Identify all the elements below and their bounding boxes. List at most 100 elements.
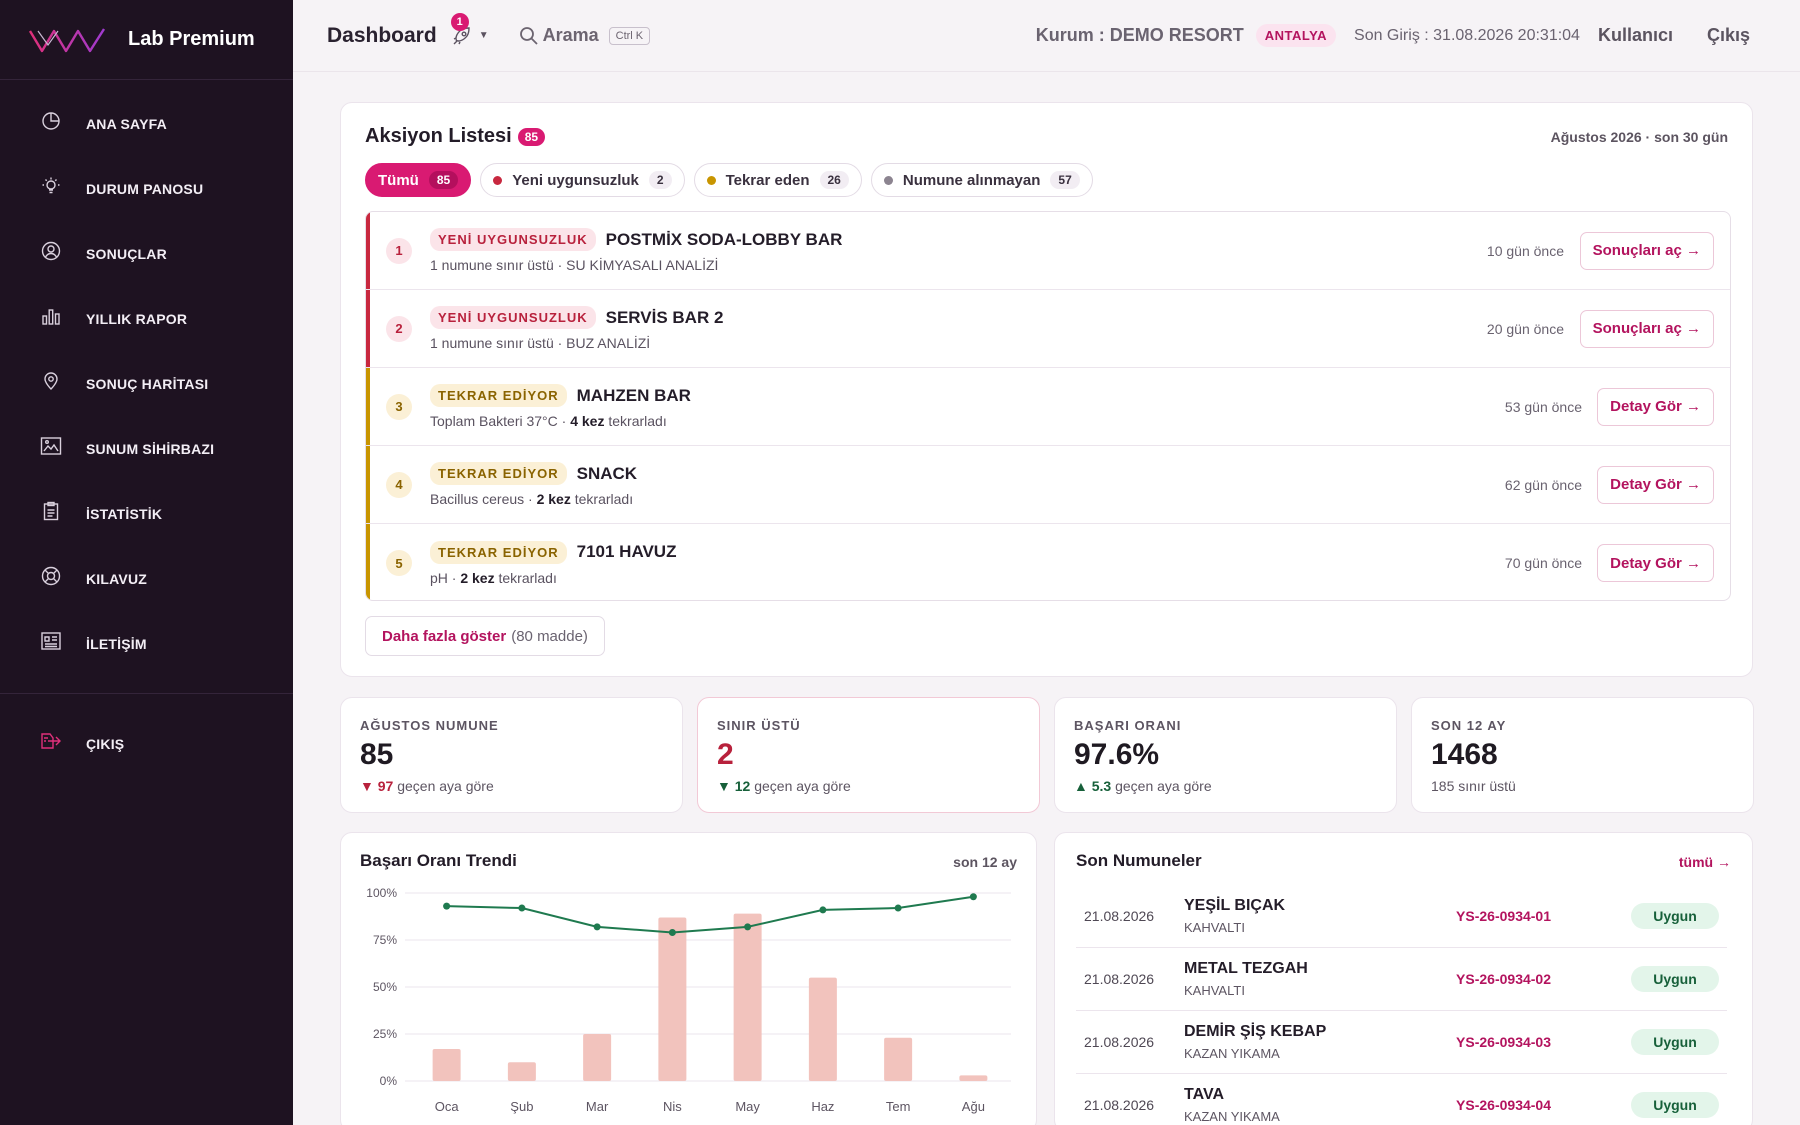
sidebar-item-sonuc-haritasi[interactable]: SONUÇ HARİTASI [0, 348, 293, 413]
sample-code-link[interactable]: YS-26-0934-04 [1456, 1097, 1551, 1113]
detail-text: tekrarladı [570, 491, 634, 507]
sample-category: KAZAN YIKAMA [1184, 1109, 1280, 1124]
sample-category: KAHVALTI [1184, 920, 1245, 935]
row-location: 7101 HAVUZ [576, 542, 677, 561]
logout-link[interactable]: Çıkış [1706, 25, 1750, 45]
kpi-label: SINIR ÜSTÜ [717, 718, 801, 733]
arrow-up-icon: ▲ [1074, 778, 1088, 794]
x-tick-label: Haz [811, 1099, 834, 1114]
view-detail-button[interactable]: Detay Gör → [1597, 544, 1714, 582]
notification-button[interactable]: 1 [450, 12, 477, 49]
arrow-down-icon: ▼ [360, 778, 374, 794]
sidebar-item-exit[interactable]: ÇIKIŞ [0, 708, 293, 773]
sidebar-nav: ANA SAYFA DURUM PANOSU SONUÇLAR YILLIK R… [0, 80, 293, 773]
row-number: 2 [386, 315, 412, 342]
brand-name: Lab Premium [128, 28, 255, 50]
filter-all[interactable]: Tümü 85 [365, 163, 472, 197]
action-list-title: Aksiyon Listesi 85 [365, 125, 546, 148]
x-tick-label: Mar [586, 1099, 609, 1114]
sample-name: TAVA [1184, 1086, 1224, 1103]
kpi-label: BAŞARI ORANI [1074, 718, 1182, 733]
sidebar-item-sunum-sihirbazi[interactable]: SUNUM SİHİRBAZI [0, 413, 293, 478]
exit-icon [40, 730, 62, 752]
kpi-label: AĞUSTOS NUMUNE [360, 718, 499, 733]
row-heading: TEKRAR EDİYOR 7101 HAVUZ [430, 540, 677, 564]
brand[interactable]: Lab Premium [0, 0, 293, 80]
filter-chips: Tümü 85 Yeni uygunsuzluk 2 Tekrar eden 2… [365, 163, 1102, 197]
brand-logo-icon [28, 27, 106, 52]
open-results-button[interactable]: Sonuçları aç → [1579, 231, 1714, 270]
sidebar-item-sonuclar[interactable]: SONUÇLAR [0, 218, 293, 283]
chevron-down-icon[interactable]: ▼ [478, 30, 489, 41]
show-more-button[interactable]: Daha fazla göster (80 madde) [365, 616, 605, 656]
arrow-down-icon: ▼ [717, 778, 731, 794]
bar-tem [884, 1037, 913, 1081]
x-tick-label: Oca [435, 1099, 460, 1114]
sidebar-item-label: İSTATİSTİK [86, 505, 163, 522]
row-location: MAHZEN BAR [576, 385, 691, 405]
sample-code-link[interactable]: YS-26-0934-01 [1456, 908, 1551, 924]
action-period: Ağustos 2026 · son 30 gün [1550, 129, 1728, 145]
action-list-card: Aksiyon Listesi 85 Ağustos 2026 · son 30… [340, 102, 1753, 677]
trend-point-şub [518, 904, 526, 912]
x-tick-label: Nis [663, 1099, 682, 1114]
sidebar-item-label: KILAVUZ [86, 570, 148, 587]
sidebar-item-label: SONUÇLAR [86, 245, 167, 262]
row-number: 4 [386, 471, 412, 498]
row-accent [366, 446, 370, 523]
user-menu[interactable]: Kullanıcı [1597, 25, 1673, 45]
row-detail: Bacillus cereus · 2 kez tekrarladı [430, 491, 637, 507]
sidebar-item-yillik-rapor[interactable]: YILLIK RAPOR [0, 283, 293, 348]
rocket-icon [453, 26, 470, 44]
list-item[interactable]: 21.08.2026 YEŞİL BIÇAK KAHVALTI YS-26-093… [1076, 885, 1727, 948]
list-item[interactable]: 21.08.2026 TAVA KAZAN YIKAMA YS-26-0934-0… [1076, 1074, 1727, 1125]
sidebar-item-istatistik[interactable]: İSTATİSTİK [0, 478, 293, 543]
search-button[interactable]: Arama Ctrl K [519, 25, 651, 46]
bar-mar [583, 1034, 612, 1081]
kpi-card-success-rate: BAŞARI ORANI 97.6% ▲ 5.3 geçen aya göre [1054, 697, 1397, 813]
detail-text: Bacillus cereus · [430, 491, 537, 507]
bar-nis [658, 917, 687, 1081]
bar-şub [507, 1062, 536, 1081]
row-ago: 10 gün önce [1486, 242, 1564, 259]
y-tick-label: 100% [366, 886, 397, 900]
open-results-button[interactable]: Sonuçları aç → [1579, 309, 1714, 348]
action-row: 2 YENİ UYGUNSUZLUK SERVİS BAR 2 1 numune… [366, 290, 1730, 368]
filter-new-nonconformity[interactable]: Yeni uygunsuzluk 2 [480, 163, 685, 197]
y-tick-label: 25% [373, 1027, 397, 1041]
y-tick-label: 0% [380, 1074, 398, 1088]
status-badge: Uygun [1631, 1029, 1719, 1055]
filter-not-sampled[interactable]: Numune alınmayan 57 [870, 163, 1093, 197]
sample-code-link[interactable]: YS-26-0934-02 [1456, 971, 1551, 987]
view-all-link[interactable]: tümü → [1678, 854, 1731, 870]
list-item[interactable]: 21.08.2026 METAL TEZGAH KAHVALTI YS-26-09… [1076, 948, 1727, 1011]
view-detail-button[interactable]: Detay Gör → [1597, 465, 1714, 504]
filter-count: 2 [648, 171, 672, 189]
show-more-label: Daha fazla göster [382, 627, 507, 645]
row-detail: 1 numune sınır üstü · SU KİMYASALI ANALİ… [430, 257, 719, 273]
sidebar-item-iletisim[interactable]: İLETİŞİM [0, 608, 293, 673]
sidebar-divider [0, 693, 293, 694]
row-ago: 53 gün önce [1504, 398, 1582, 415]
row-heading: YENİ UYGUNSUZLUK SERVİS BAR 2 [430, 306, 723, 329]
lifebuoy-icon [40, 565, 62, 587]
kpi-value: 2 [717, 738, 734, 771]
sidebar-item-label: ÇIKIŞ [86, 735, 125, 752]
sample-code-link[interactable]: YS-26-0934-03 [1456, 1034, 1551, 1050]
row-body: TEKRAR EDİYOR 7101 HAVUZ pH · 2 kez tekr… [430, 540, 677, 586]
show-more-count: (80 madde) [511, 627, 588, 645]
sidebar-item-durum-panosu[interactable]: DURUM PANOSU [0, 153, 293, 218]
filter-label: Tümü [378, 171, 419, 189]
trend-period: son 12 ay [953, 854, 1017, 870]
sample-info: TAVA KAZAN YIKAMA [1184, 1086, 1280, 1124]
sidebar-item-label: İLETİŞİM [86, 635, 147, 652]
sidebar-item-kilavuz[interactable]: KILAVUZ [0, 543, 293, 608]
presentation-icon [40, 435, 62, 457]
list-item[interactable]: 21.08.2026 DEMİR ŞİŞ KEBAP KAZAN YIKAMA Y… [1076, 1011, 1727, 1074]
filter-label: Numune alınmayan [902, 171, 1041, 189]
row-body: TEKRAR EDİYOR SNACK Bacillus cereus · 2 … [430, 462, 637, 507]
trend-title: Başarı Oranı Trendi [360, 851, 517, 870]
filter-repeating[interactable]: Tekrar eden 26 [693, 163, 862, 197]
sidebar-item-ana-sayfa[interactable]: ANA SAYFA [0, 88, 293, 153]
view-detail-button[interactable]: Detay Gör → [1597, 387, 1714, 426]
